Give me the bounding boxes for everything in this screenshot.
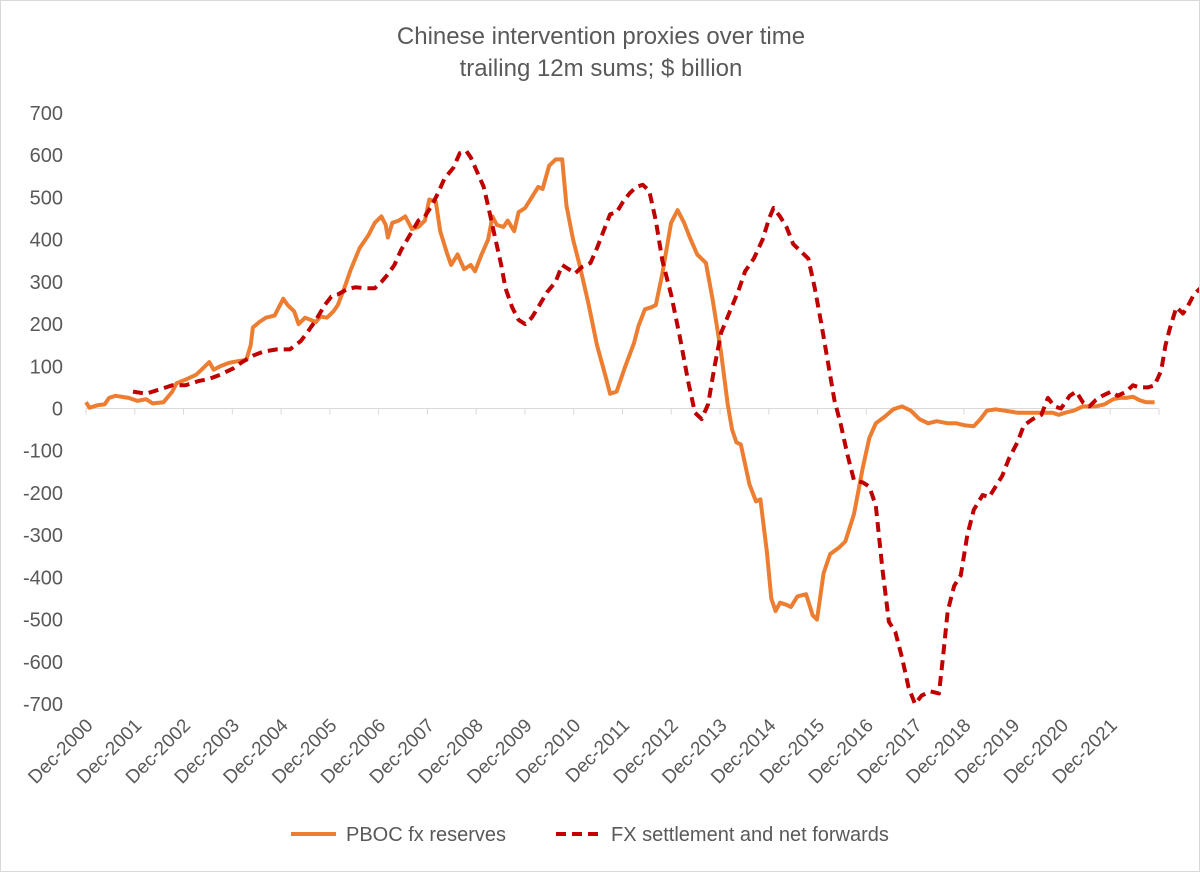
y-tick-label: -400	[23, 567, 63, 589]
y-tick-label: 400	[30, 230, 63, 252]
y-tick-label: 500	[30, 187, 63, 209]
y-tick-label: -500	[23, 610, 63, 632]
chart-subtitle: trailing 12m sums; $ billion	[459, 55, 743, 82]
y-tick-label: 100	[30, 356, 63, 378]
y-tick-label: -700	[23, 694, 63, 716]
y-tick-label: -300	[23, 525, 63, 547]
chart-title-block: Chinese intervention proxies over time t…	[1, 21, 1200, 85]
y-tick-label: 600	[30, 145, 63, 167]
y-tick-label: -600	[23, 652, 63, 674]
series-line-pboc-fx-reserves	[84, 157, 1155, 622]
series-line-fx-settlement	[132, 149, 1199, 706]
y-tick-label: -200	[23, 483, 63, 505]
y-tick-label: 700	[30, 103, 63, 125]
y-tick-label: 200	[30, 314, 63, 336]
legend-pboc-label: PBOC fx reserves	[346, 824, 506, 846]
y-tick-label: 0	[52, 399, 63, 421]
legend-fx-settlement-label: FX settlement and net forwards	[611, 824, 889, 846]
chart-title: Chinese intervention proxies over time	[396, 23, 806, 50]
y-tick-label: -100	[23, 441, 63, 463]
y-tick-label: 300	[30, 272, 63, 294]
